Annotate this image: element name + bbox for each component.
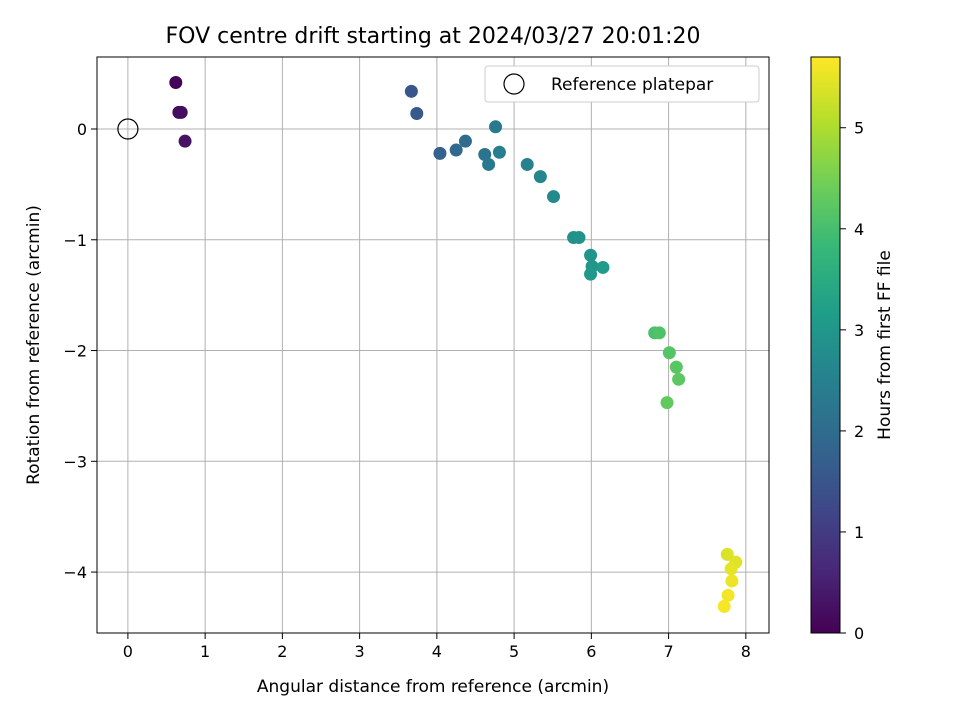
data-point <box>725 574 739 588</box>
data-point <box>584 248 598 262</box>
legend: Reference platepar <box>484 65 760 103</box>
x-tick-label: 8 <box>741 642 751 661</box>
chart-title: FOV centre drift starting at 2024/03/27 … <box>166 24 701 49</box>
x-axis-label: Angular distance from reference (arcmin) <box>257 677 609 697</box>
data-point <box>596 260 610 274</box>
reference-point <box>117 118 139 140</box>
data-point <box>410 106 424 120</box>
data-point <box>720 547 734 561</box>
data-point <box>433 146 447 160</box>
colorbar-tick-label: 5 <box>854 119 864 138</box>
legend-label: Reference platepar <box>551 75 713 95</box>
x-tick-label: 6 <box>586 642 596 661</box>
y-tick-label: 0 <box>77 120 87 139</box>
data-point <box>482 157 496 171</box>
colorbar-tick-label: 2 <box>854 422 864 441</box>
data-point <box>721 588 735 602</box>
x-tick-label: 3 <box>355 642 365 661</box>
colorbar-tick-label: 3 <box>854 321 864 340</box>
data-point <box>478 147 492 161</box>
data-point <box>492 145 506 159</box>
colorbar-tick-label: 1 <box>854 523 864 542</box>
plot-frame <box>96 56 770 634</box>
y-tick-label: −3 <box>63 452 87 471</box>
data-point <box>660 396 674 410</box>
data-point <box>489 120 503 134</box>
colorbar-label: Hours from first FF file <box>875 250 895 440</box>
x-tick-label: 2 <box>277 642 287 661</box>
data-point <box>652 326 666 340</box>
data-point <box>533 170 547 184</box>
data-point <box>458 134 472 148</box>
data-point <box>717 599 731 613</box>
data-point <box>662 346 676 360</box>
x-tick-label: 1 <box>200 642 210 661</box>
data-point <box>404 84 418 98</box>
y-tick-label: −1 <box>63 231 87 250</box>
data-point <box>174 105 188 119</box>
data-point <box>724 562 738 576</box>
data-point <box>449 143 463 157</box>
data-point <box>546 190 560 204</box>
data-point <box>178 134 192 148</box>
plot-area: 0 1 2 3 4 5 6 7 8 0 −1 −2 −3 −4 <box>63 56 770 661</box>
x-tick-label: 0 <box>123 642 133 661</box>
data-point <box>672 372 686 386</box>
colorbar-tick-label: 4 <box>854 220 864 239</box>
y-tick-label: −2 <box>63 342 87 361</box>
data-point <box>169 75 183 89</box>
x-tick-label: 7 <box>663 642 673 661</box>
data-point <box>669 360 683 374</box>
legend-box <box>484 65 760 103</box>
colorbar: 0 1 2 3 4 5 <box>810 56 864 643</box>
x-tick-label: 5 <box>509 642 519 661</box>
legend-marker <box>503 73 525 95</box>
colorbar-scale <box>810 56 841 634</box>
y-tick-label: −4 <box>63 563 87 582</box>
x-tick-label: 4 <box>432 642 442 661</box>
colorbar-tick-label: 0 <box>854 624 864 643</box>
y-axis-label: Rotation from reference (arcmin) <box>24 205 44 485</box>
data-point <box>584 267 598 281</box>
data-point <box>572 231 586 245</box>
data-point <box>520 157 534 171</box>
